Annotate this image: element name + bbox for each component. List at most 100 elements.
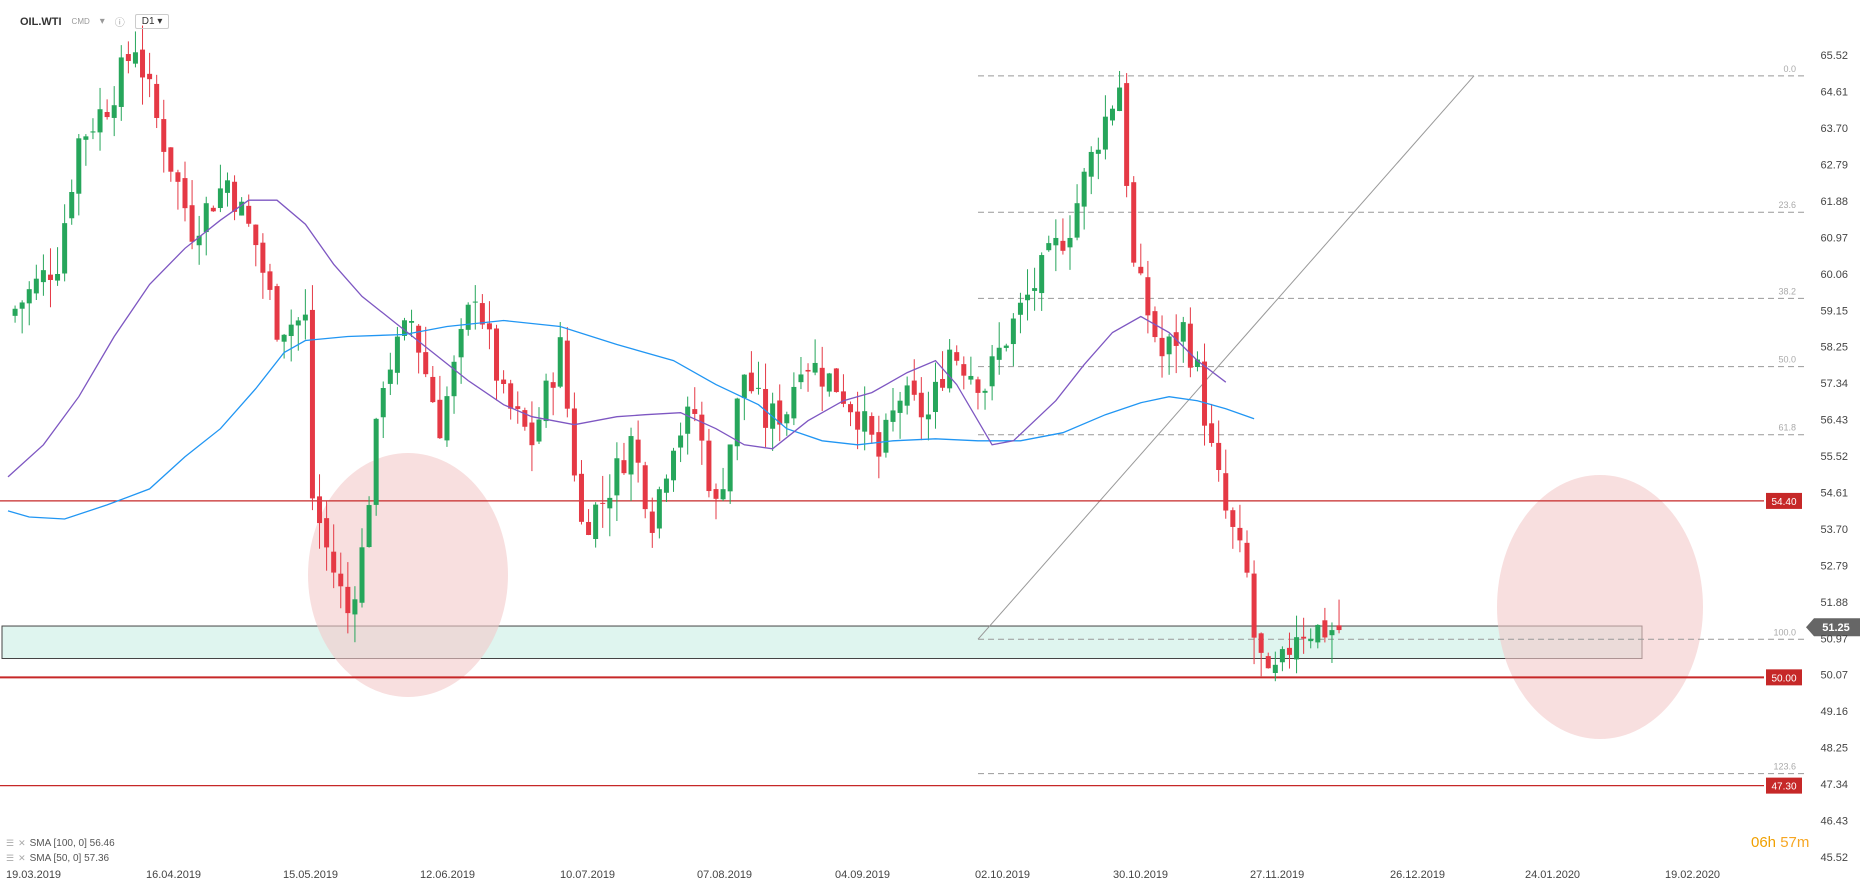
candle-down: [840, 391, 846, 404]
candle-down: [621, 460, 627, 474]
candle-down: [1216, 442, 1222, 471]
candle-down: [104, 111, 110, 118]
candle-up: [444, 396, 450, 441]
fib-ratio-label: 23.6: [1778, 200, 1796, 210]
list-icon: ☰: [6, 838, 15, 848]
y-tick-label: 55.52: [1820, 451, 1848, 463]
candle-up: [451, 361, 457, 397]
candles-group: [12, 25, 1342, 682]
candle-up: [932, 381, 938, 413]
candle-up: [387, 369, 393, 384]
indicator-row-sma100[interactable]: ☰ ✕ SMA [100, 0] 56.46: [6, 836, 115, 851]
candle-up: [1088, 151, 1094, 177]
candle-down: [855, 411, 861, 430]
candle-down: [1322, 620, 1328, 638]
candle-up: [614, 458, 620, 496]
candle-up: [1109, 108, 1115, 121]
candle-up: [111, 105, 117, 118]
candle-up: [1046, 243, 1052, 251]
candle-up: [33, 278, 39, 294]
candle-down: [416, 325, 422, 353]
candle-up: [62, 223, 68, 274]
y-tick-label: 54.61: [1820, 487, 1848, 499]
candle-up: [118, 57, 124, 107]
candle-down: [154, 83, 160, 118]
candle-down: [260, 242, 266, 273]
candle-down: [1138, 266, 1144, 274]
candle-up: [890, 410, 896, 422]
close-icon[interactable]: ✕: [18, 853, 26, 863]
y-tick-label: 60.06: [1820, 269, 1848, 281]
candle-down: [649, 511, 655, 533]
timeframe-selector[interactable]: D1 ▾: [134, 14, 170, 29]
chart-toolbar: OIL.WTI CMD ▾ ⓘ D1 ▾: [20, 14, 170, 29]
y-tick-label: 65.52: [1820, 50, 1848, 62]
candle-up: [904, 385, 910, 406]
caret-down-icon[interactable]: ▾: [99, 16, 105, 27]
close-icon[interactable]: ✕: [18, 838, 26, 848]
candle-down: [210, 207, 216, 212]
candle-up: [1017, 302, 1023, 315]
candle-up: [239, 201, 245, 216]
candle-down: [267, 271, 273, 290]
fib-ratio-label: 61.8: [1778, 423, 1796, 433]
candle-down: [571, 408, 577, 476]
candle-down: [848, 404, 854, 413]
candle-down: [161, 119, 167, 152]
candle-up: [557, 337, 563, 387]
sma100-line: [7, 319, 1255, 520]
indicator-row-sma50[interactable]: ☰ ✕ SMA [50, 0] 57.36: [6, 851, 115, 866]
candle-up: [1053, 237, 1059, 246]
symbol-label[interactable]: OIL.WTI: [20, 15, 62, 28]
candle-down: [515, 406, 521, 409]
x-tick-label: 19.03.2019: [6, 869, 61, 881]
x-tick-label: 27.11.2019: [1250, 869, 1304, 881]
candle-up: [727, 444, 733, 492]
candle-up: [741, 374, 747, 399]
candle-down: [748, 372, 754, 392]
candle-up: [982, 390, 988, 393]
candle-down: [918, 392, 924, 418]
candle-down: [147, 73, 153, 80]
candle-up: [685, 406, 691, 434]
x-tick-label: 02.10.2019: [975, 869, 1030, 881]
x-tick-label: 15.05.2019: [283, 869, 338, 881]
candle-down: [1251, 573, 1257, 638]
candle-up: [1315, 624, 1321, 643]
candle-down: [1230, 510, 1236, 527]
countdown-hours: 06h: [1751, 834, 1777, 851]
candle-up: [90, 131, 96, 133]
candle-down: [175, 172, 181, 182]
highlight-circle: [308, 453, 508, 697]
candle-up: [76, 138, 82, 194]
candle-down: [550, 382, 556, 388]
candle-down: [713, 489, 719, 499]
info-circle-icon[interactable]: ⓘ: [114, 18, 125, 29]
y-tick-label: 46.43: [1820, 816, 1848, 828]
fib-ratio-label: 50.0: [1778, 355, 1796, 365]
chevron-down-icon: ▾: [157, 16, 163, 27]
candle-down: [430, 376, 436, 403]
candle-down: [317, 496, 323, 524]
candle-down: [232, 181, 238, 212]
candle-down: [1187, 323, 1193, 368]
candle-up: [1102, 116, 1108, 150]
candle-up: [925, 414, 931, 420]
candle-down: [961, 364, 967, 376]
candle-down: [833, 368, 839, 393]
fib-trend-line: [977, 75, 1475, 640]
y-tick-label: 62.79: [1820, 159, 1848, 171]
y-tick-label: 45.52: [1820, 852, 1848, 864]
candle-up: [366, 505, 372, 548]
y-tick-label: 47.34: [1820, 779, 1848, 791]
support-zone: [1, 625, 1643, 660]
price-level-label: 47.30: [1771, 782, 1796, 793]
candle-down: [168, 147, 174, 172]
candle-up: [401, 320, 407, 336]
candle-up: [607, 497, 613, 509]
candle-down: [1124, 83, 1130, 186]
candle-up: [55, 273, 61, 281]
candle-up: [380, 388, 386, 418]
